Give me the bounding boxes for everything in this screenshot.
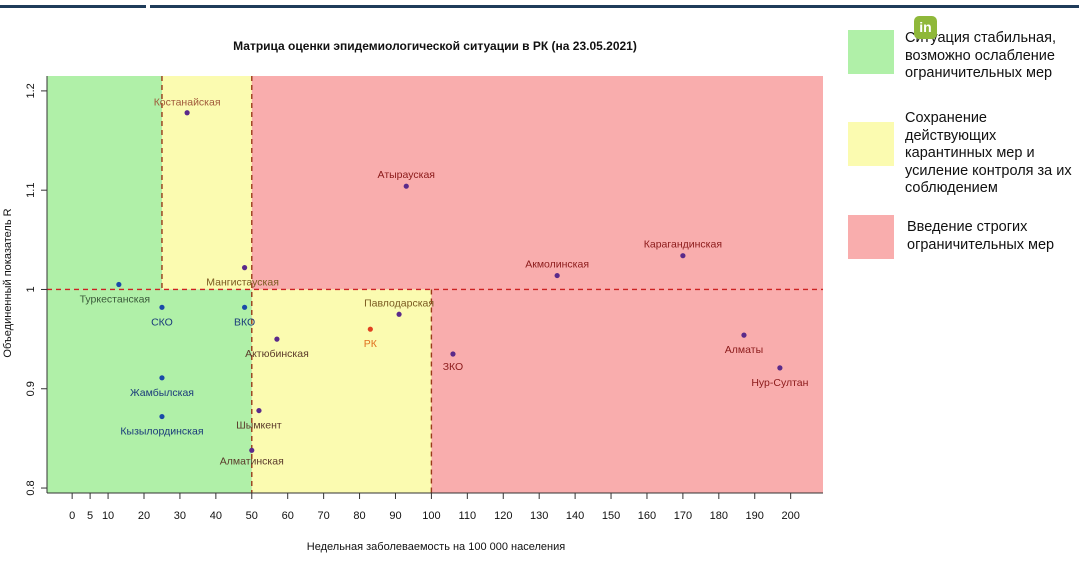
x-tick-label: 170	[674, 510, 692, 522]
data-point-label: Кызылординская	[120, 426, 203, 438]
data-point-label: Актюбинская	[245, 348, 309, 360]
x-tick-label: 160	[638, 510, 656, 522]
x-tick-label: 30	[174, 510, 186, 522]
data-point	[396, 311, 402, 317]
x-tick-label: 70	[318, 510, 330, 522]
data-point	[450, 351, 456, 357]
data-point-label: ВКО	[234, 316, 255, 328]
data-point	[403, 183, 409, 189]
x-tick-label: 100	[422, 510, 440, 522]
x-axis-title: Недельная заболеваемость на 100 000 насе…	[307, 541, 565, 553]
data-point-label: Жамбылская	[130, 387, 194, 399]
data-point	[777, 365, 783, 371]
y-axis-title: Объединенный показатель R	[2, 208, 14, 357]
x-tick-label: 150	[602, 510, 620, 522]
data-point	[249, 447, 255, 453]
x-tick-label: 90	[389, 510, 401, 522]
y-tick-label: 1.2	[25, 83, 37, 98]
y-tick-label: 0.9	[25, 381, 37, 396]
linkedin-icon[interactable]: in	[914, 16, 937, 39]
x-tick-label: 130	[530, 510, 548, 522]
x-tick-label: 20	[138, 510, 150, 522]
data-point-label: СКО	[151, 316, 173, 328]
data-point	[241, 265, 248, 271]
x-tick-label: 80	[353, 510, 365, 522]
zone-yellow-bottom	[251, 289, 432, 493]
x-tick-label: 40	[210, 510, 222, 522]
data-point	[680, 253, 686, 259]
data-point	[116, 281, 122, 288]
data-point	[159, 304, 165, 310]
top-divider-notch	[146, 2, 150, 10]
data-point	[241, 304, 248, 310]
x-tick-label: 180	[710, 510, 728, 522]
data-point	[256, 407, 262, 414]
data-point-label: Атырауская	[378, 169, 435, 181]
data-point-label: Туркестанская	[80, 294, 151, 306]
data-point-label: Мангистауская	[206, 277, 279, 289]
x-tick-label: 0	[69, 510, 75, 522]
data-point	[159, 375, 165, 381]
y-tick-label: 1	[25, 286, 37, 292]
data-point-label: Алматы	[725, 344, 763, 356]
legend-swatch-red	[848, 215, 894, 259]
data-point	[367, 326, 373, 332]
data-point-label: ЗКО	[443, 361, 464, 373]
data-point-label: Нур-Султан	[751, 377, 808, 389]
x-tick-label: 190	[746, 510, 764, 522]
legend-label-maintain: Сохранение действующих карантинных мер и…	[905, 110, 1072, 196]
data-point-label: РК	[364, 338, 378, 350]
x-tick-label: 140	[566, 510, 584, 522]
zone-green-top	[47, 76, 162, 290]
chart-title: Матрица оценки эпидемиологической ситуац…	[233, 39, 637, 53]
legend-swatch-green	[848, 30, 894, 74]
data-point	[184, 110, 190, 116]
legend-swatch-yellow	[848, 122, 894, 166]
legend-label-stable: Ситуация стабильная, возможно ослабление…	[905, 30, 1056, 81]
data-point-label: Карагандинская	[644, 239, 722, 251]
y-tick-label: 0.8	[25, 480, 37, 495]
threshold-lines	[47, 76, 823, 493]
x-tick-label: 110	[459, 510, 477, 522]
x-tick-label: 120	[494, 510, 512, 522]
data-point-label: Костанайская	[154, 97, 221, 109]
top-divider	[0, 5, 1079, 8]
y-tick-label: 1.1	[25, 183, 37, 198]
x-tick-label: 5	[87, 510, 93, 522]
legend-label-strict: Введение строгих ограничительных мер	[907, 219, 1055, 253]
x-tick-label: 200	[781, 510, 799, 522]
zone-green-bottom	[47, 289, 252, 493]
x-tick-label: 10	[102, 510, 114, 522]
data-points: Костанайская Атырауская Карагандинская Акмо…	[80, 97, 809, 468]
x-tick-label: 50	[246, 510, 258, 522]
data-point-label: Шымкент	[236, 420, 282, 432]
axes: 0 5 10 20 30 40 50 60 70 80 90 100 110 120 130 140 150 16…	[25, 76, 823, 522]
epidemiological-matrix-chart: 0 5 10 20 30 40 50 60 70 80 90 100 110 120 130 140 150 16…	[2, 39, 823, 553]
data-point-label: Алматинская	[220, 455, 284, 467]
data-point	[159, 413, 165, 420]
data-point	[274, 336, 280, 342]
data-point	[554, 272, 560, 279]
data-point	[741, 332, 747, 338]
data-point-label: Павлодарская	[364, 297, 434, 309]
zone-yellow-top	[161, 76, 252, 290]
x-tick-label: 60	[282, 510, 294, 522]
data-point-label: Акмолинская	[525, 259, 589, 271]
risk-zones	[47, 76, 823, 493]
